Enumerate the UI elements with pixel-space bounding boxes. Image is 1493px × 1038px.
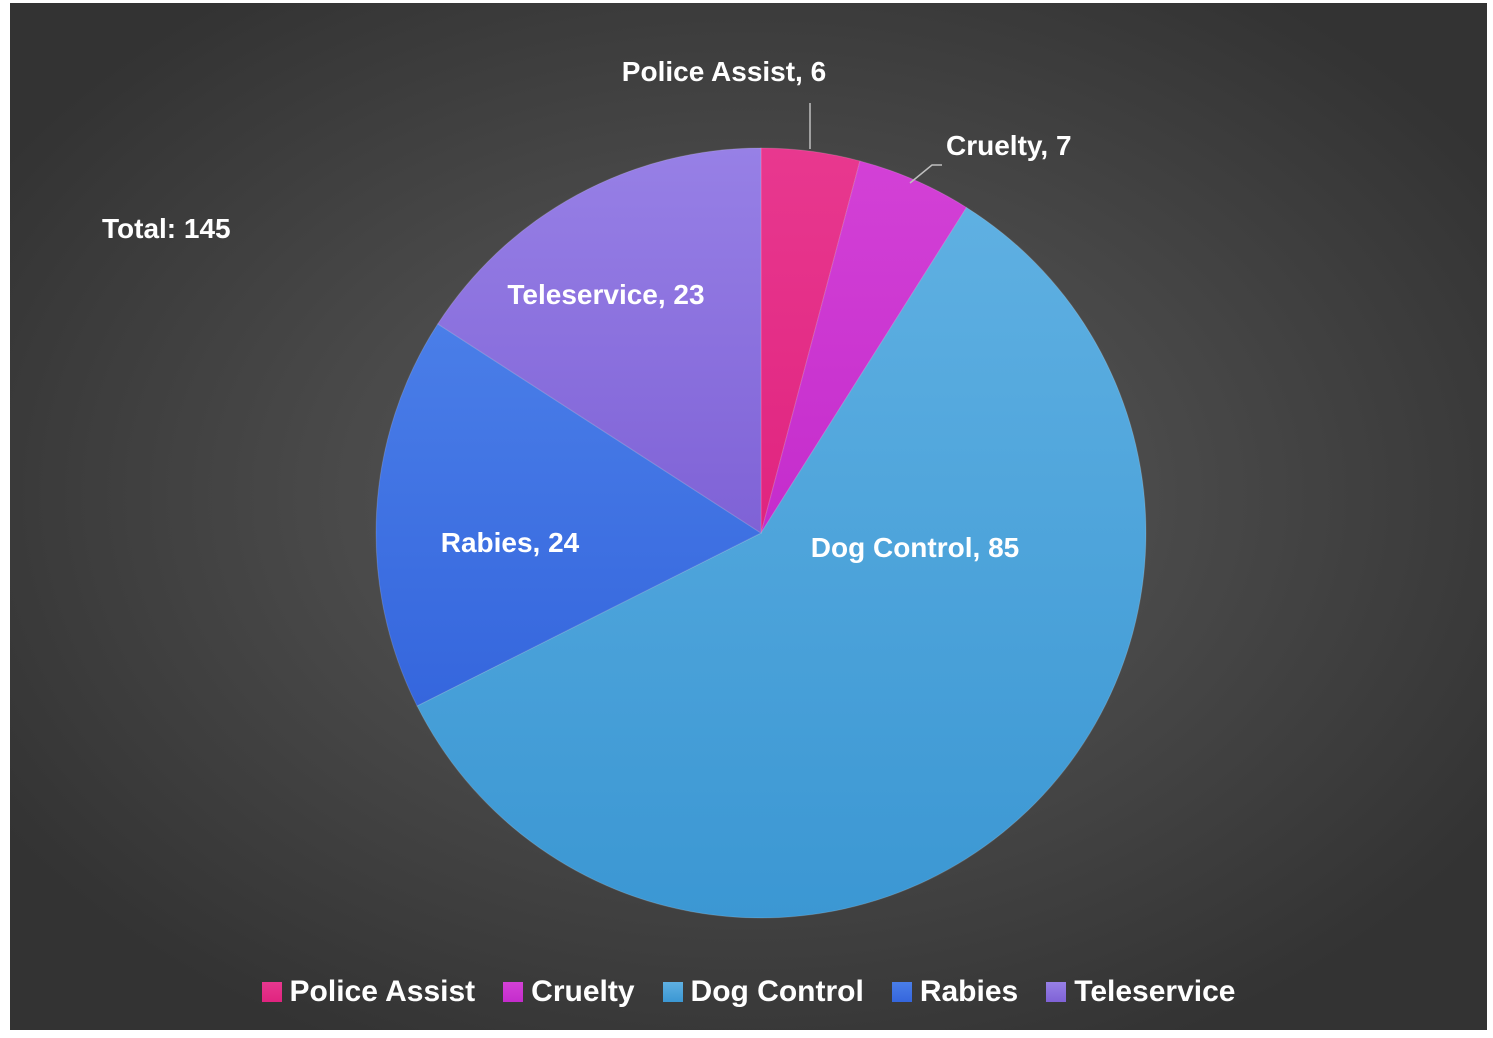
legend-label: Dog Control	[690, 975, 864, 1008]
pie-slice-teleservice	[437, 147, 762, 534]
legend-swatch	[503, 982, 524, 1002]
pie-slice-rabies	[375, 323, 763, 707]
legend-item-rabies: Rabies	[891, 975, 1019, 1009]
pie-slices	[375, 147, 1147, 919]
data-label-teleservice: Teleservice, 23	[507, 279, 704, 310]
legend-swatch	[1046, 982, 1067, 1002]
legend-swatch	[261, 982, 282, 1002]
pie-slice-dog-control	[416, 206, 1147, 919]
pie-slice-cruelty	[760, 160, 968, 534]
pie-chart: Police Assist, 6 Cruelty, 7 Dog Control, 8…	[375, 56, 1147, 919]
legend: Police Assist Cruelty Dog Control Rabies Tel…	[10, 975, 1487, 1009]
data-label-cruelty: Cruelty, 7	[946, 130, 1072, 161]
chart-area: Police Assist, 6 Cruelty, 7 Dog Control, 8…	[10, 3, 1487, 1030]
legend-label: Teleservice	[1074, 975, 1236, 1008]
data-labels: Police Assist, 6 Cruelty, 7 Dog Control, 8…	[441, 56, 1072, 563]
data-label-dog-control: Dog Control, 85	[811, 532, 1019, 563]
legend-label: Police Assist	[289, 975, 476, 1008]
total-label: Total: 145	[102, 213, 231, 244]
leader-line-cruelty	[909, 164, 942, 184]
legend-item-teleservice: Teleservice	[1046, 975, 1235, 1009]
legend-item-police-assist: Police Assist	[261, 975, 476, 1009]
pie-slice-police-assist	[760, 147, 861, 534]
legend-swatch	[891, 982, 912, 1002]
legend-item-cruelty: Cruelty	[503, 975, 635, 1009]
legend-item-dog-control: Dog Control	[662, 975, 864, 1009]
data-label-rabies: Rabies, 24	[441, 527, 580, 558]
data-label-police-assist: Police Assist, 6	[622, 56, 826, 87]
legend-swatch	[662, 982, 683, 1002]
leader-lines	[809, 103, 942, 184]
legend-label: Cruelty	[531, 975, 635, 1008]
legend-label: Rabies	[919, 975, 1019, 1008]
